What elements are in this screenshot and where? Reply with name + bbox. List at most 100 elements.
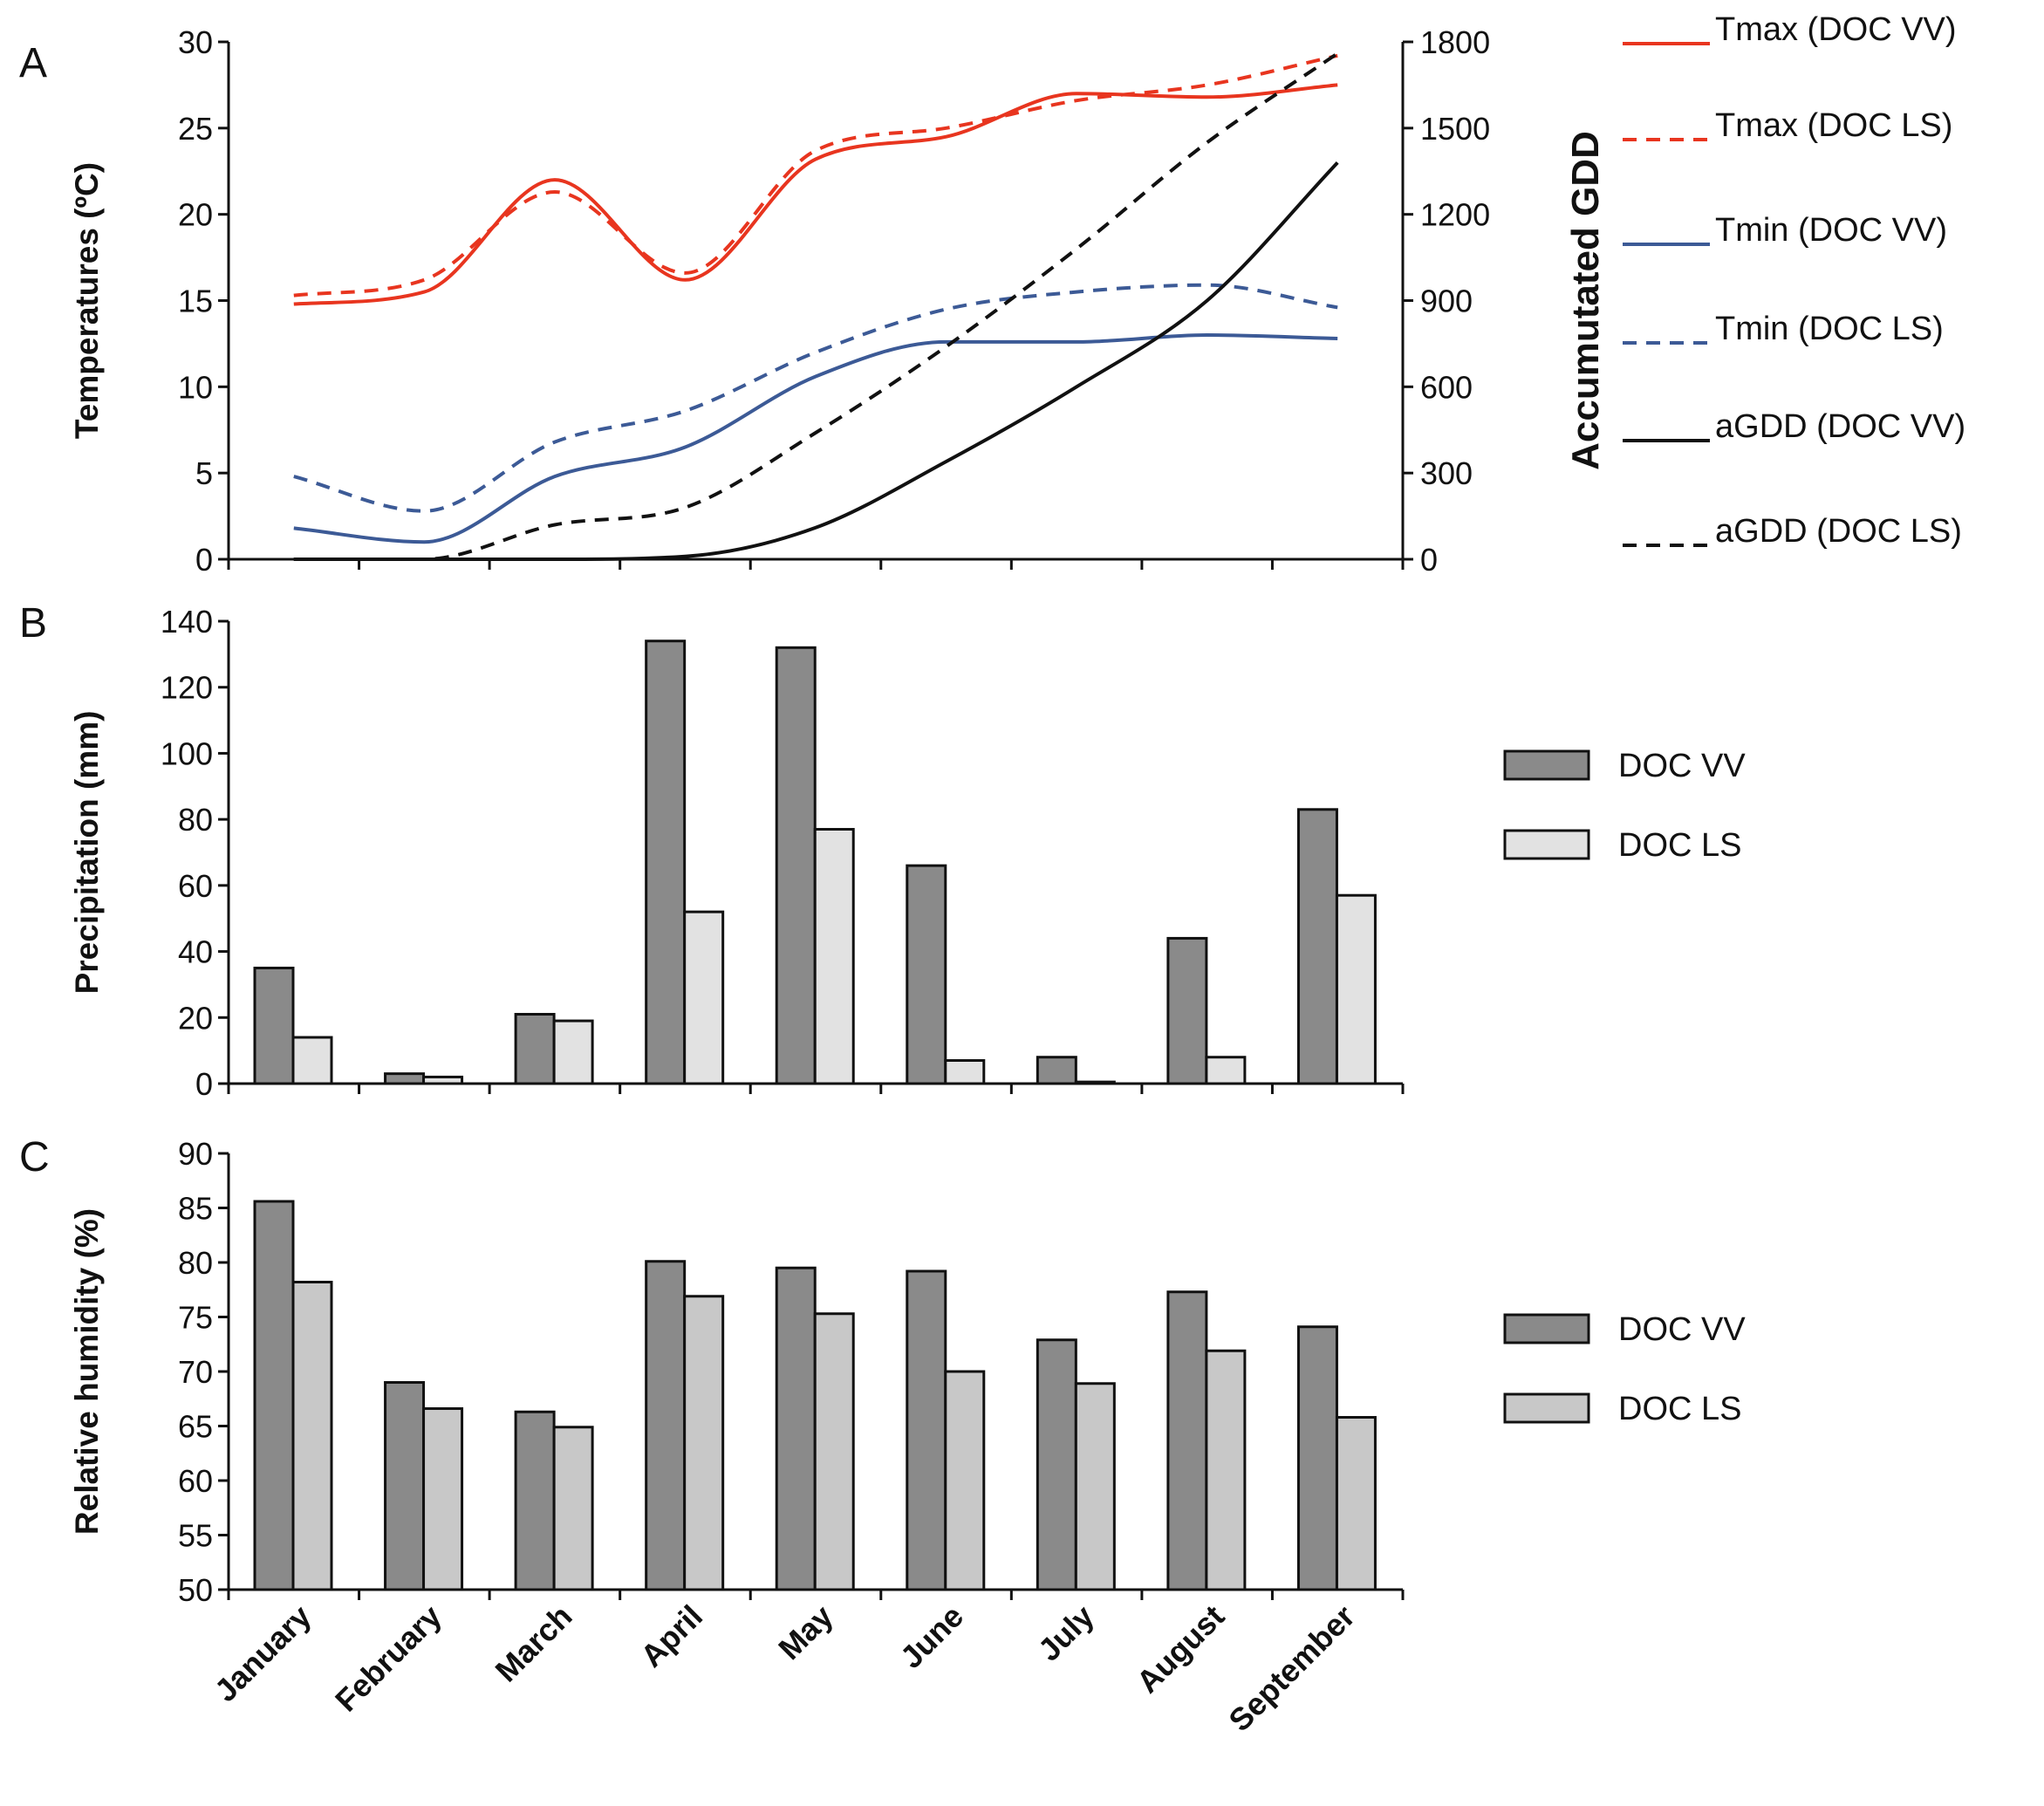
month-label-february: February <box>328 1598 448 1719</box>
legend-label-agdd-doc-ls: aGDD (DOC LS) <box>1715 513 1962 550</box>
humidity-y-tick-label: 70 <box>178 1354 213 1390</box>
legend-label-doc-vv: DOC VV <box>1618 748 1746 784</box>
humidity-y-tick-label: 75 <box>178 1300 213 1336</box>
humidity-y-tick-label: 55 <box>178 1518 213 1554</box>
bar-doc-ls <box>944 1059 986 1085</box>
legend-label-tmax-doc-ls: Tmax (DOC LS) <box>1715 107 1952 144</box>
legend-label-tmin-doc-ls: Tmin (DOC LS) <box>1715 311 1944 347</box>
bar-doc-vv <box>906 864 947 1085</box>
month-label-january: January <box>208 1598 318 1709</box>
bar-doc-vv <box>1166 936 1208 1085</box>
humidity-y-tick-label: 50 <box>178 1572 213 1608</box>
month-label-august: August <box>1130 1598 1232 1700</box>
precipitation-y-tick-label: 0 <box>195 1066 213 1102</box>
temperature-y-tick-label: 20 <box>178 197 213 233</box>
bar-doc-vv <box>1296 1325 1338 1591</box>
series-line-tmax-doc-vv <box>293 83 1338 306</box>
humidity-y-tick-label: 65 <box>178 1409 213 1445</box>
bar-doc-ls <box>1205 1349 1247 1591</box>
bar-doc-ls <box>683 1295 725 1591</box>
bar-doc-vv <box>253 967 295 1085</box>
bar-doc-vv <box>1036 1338 1077 1591</box>
bar-doc-vv <box>775 646 817 1085</box>
legend-label-tmax-doc-vv: Tmax (DOC VV) <box>1715 11 1957 48</box>
panel-a-temperature-gdd-chart: A0510152025300300600900120015001800Tempe… <box>19 11 1965 578</box>
precipitation-y-tick-label: 120 <box>161 670 213 706</box>
gdd-y-tick-label: 0 <box>1420 542 1438 578</box>
month-label-june: June <box>893 1598 970 1675</box>
precipitation-axis-title: Precipitation (mm) <box>69 711 105 995</box>
panel-letter: A <box>19 40 47 86</box>
legend-swatch-doc-ls <box>1503 1392 1590 1424</box>
panel-c-humidity-chart: C 50 55 60 65 70 75 80 85 90 Relative humidity (%)… <box>19 1134 1746 1608</box>
bar-doc-ls <box>813 828 855 1085</box>
bar-doc-vv <box>514 1013 556 1085</box>
bar-doc-vv <box>384 1072 426 1085</box>
series-line-agdd-doc-vv <box>293 161 1339 562</box>
bar-doc-vv <box>775 1266 817 1591</box>
humidity-y-tick-label: 80 <box>178 1245 213 1281</box>
legend-label-doc-ls: DOC LS <box>1618 1391 1741 1427</box>
temperature-y-tick-label: 25 <box>178 111 213 147</box>
legend-swatch-doc-vv <box>1503 1313 1590 1344</box>
legend-swatch-doc-ls <box>1503 829 1590 860</box>
gdd-y-tick-label: 1800 <box>1420 24 1490 60</box>
bar-doc-ls <box>1205 1056 1247 1085</box>
month-axis-labels: January February March April May June July Augu… <box>208 1598 1362 1739</box>
humidity-y-tick-label: 90 <box>178 1136 213 1172</box>
legend-label-tmin-doc-vv: Tmin (DOC VV) <box>1715 212 1947 249</box>
precipitation-y-tick-label: 140 <box>161 604 213 640</box>
precipitation-y-tick-label: 60 <box>178 868 213 904</box>
gdd-y-tick-label: 900 <box>1420 284 1473 319</box>
bar-doc-ls <box>422 1407 464 1591</box>
gdd-y-tick-label: 300 <box>1420 455 1473 491</box>
bar-doc-vv <box>1296 808 1338 1085</box>
bar-doc-vv <box>1036 1056 1077 1085</box>
legend-label-doc-vv: DOC VV <box>1618 1311 1746 1348</box>
precipitation-y-tick-label: 20 <box>178 1000 213 1036</box>
bar-doc-ls <box>291 1281 333 1591</box>
bar-doc-ls <box>1074 1382 1116 1591</box>
humidity-y-tick-label: 60 <box>178 1463 213 1499</box>
bar-doc-vv <box>906 1269 947 1591</box>
gdd-axis-title: Accumutated GDD <box>1564 131 1607 470</box>
month-label-september: September <box>1221 1598 1362 1739</box>
bar-doc-ls <box>291 1036 333 1085</box>
series-line-agdd-doc-ls <box>293 51 1339 562</box>
bar-doc-vv <box>514 1410 556 1591</box>
bar-doc-vv <box>384 1381 426 1591</box>
bar-doc-ls <box>552 1426 594 1591</box>
legend-label-doc-ls: DOC LS <box>1618 827 1741 864</box>
legend-swatch-doc-vv <box>1503 749 1590 781</box>
temperature-y-tick-label: 30 <box>178 24 213 60</box>
series-line-tmin-doc-vv <box>293 332 1338 544</box>
temperature-y-tick-label: 10 <box>178 369 213 405</box>
bar-doc-vv <box>1166 1290 1208 1591</box>
temperature-axis-title: Temperatures (ºC) <box>69 162 105 439</box>
temperature-y-tick-label: 15 <box>178 284 213 319</box>
bar-doc-ls <box>944 1370 986 1591</box>
panel-b-precipitation-chart: B 0 20 40 60 80 100 120 140 Precipitation (mm) DOC… <box>19 600 1746 1102</box>
humidity-y-tick-label: 85 <box>178 1191 213 1227</box>
precipitation-y-tick-label: 80 <box>178 802 213 838</box>
bar-doc-vv <box>645 640 687 1085</box>
bar-doc-vv <box>645 1260 687 1591</box>
month-label-april: April <box>633 1598 709 1674</box>
temperature-y-tick-label: 5 <box>195 455 213 491</box>
gdd-y-tick-label: 1200 <box>1420 197 1490 233</box>
temperature-y-tick-label: 0 <box>195 542 213 578</box>
precipitation-y-tick-label: 40 <box>178 934 213 970</box>
bar-doc-ls <box>552 1019 594 1085</box>
bar-doc-ls <box>683 910 725 1085</box>
month-label-march: March <box>489 1598 579 1689</box>
bar-doc-ls <box>813 1312 855 1591</box>
bar-doc-ls <box>1335 1416 1377 1591</box>
bar-doc-ls <box>1335 893 1377 1085</box>
series-line-tmax-doc-ls <box>293 53 1338 298</box>
humidity-axis-title: Relative humidity (%) <box>69 1208 105 1535</box>
panel-letter: B <box>19 600 47 646</box>
panel-letter: C <box>19 1134 50 1180</box>
gdd-y-tick-label: 1500 <box>1420 111 1490 147</box>
gdd-y-tick-label: 600 <box>1420 369 1473 405</box>
